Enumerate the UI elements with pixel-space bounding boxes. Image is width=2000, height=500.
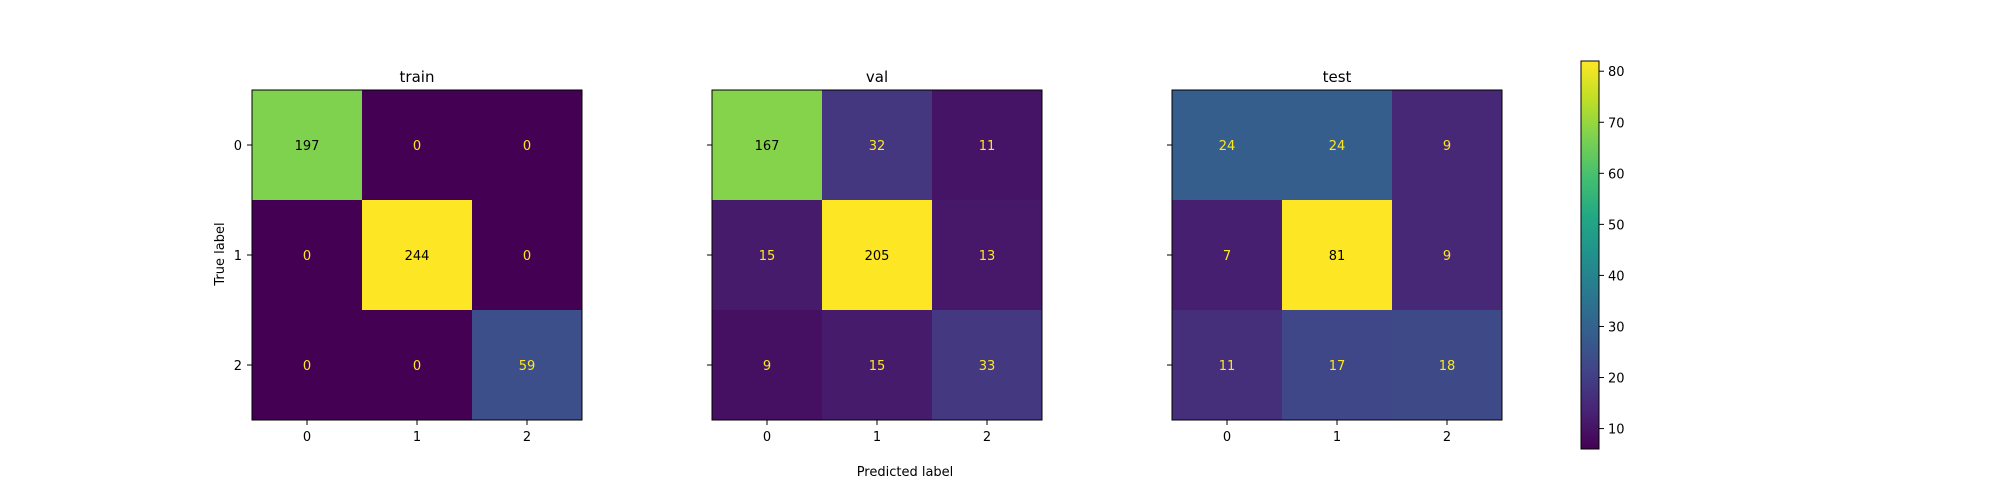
- cell-value-label: 0: [413, 139, 421, 154]
- matrix-cell: [1172, 310, 1282, 420]
- panel-title: test: [1323, 68, 1352, 86]
- colorbar-tick-label: 50: [1608, 218, 1625, 233]
- colorbar-tick-label: 70: [1608, 116, 1625, 131]
- panel-train: train 197 0 0 0 244 0 0 0 59 0 1 2 0 1 2: [234, 68, 583, 445]
- cell-value-label: 0: [303, 359, 311, 374]
- matrix-cell: [1392, 90, 1502, 200]
- matrix-cell: [472, 200, 582, 310]
- colorbar-tick-label: 10: [1608, 423, 1625, 438]
- matrix-cell: [362, 90, 472, 200]
- matrix-cell: [712, 90, 822, 200]
- cell-value-label: 15: [759, 249, 776, 264]
- cell-value-label: 9: [763, 359, 771, 374]
- cell-value-label: 0: [303, 249, 311, 264]
- colorbar-tick-label: 40: [1608, 269, 1625, 284]
- cell-value-label: 0: [523, 139, 531, 154]
- matrix-cell: [472, 90, 582, 200]
- matrix-cell: [822, 200, 932, 310]
- cell-value-label: 9: [1443, 139, 1451, 154]
- matrix-cell: [252, 200, 362, 310]
- cell-value-label: 81: [1329, 249, 1346, 264]
- cell-value-label: 15: [869, 359, 886, 374]
- panel-test: test 24 24 9 7 81 9 11 17 18 0 1 2: [1167, 68, 1503, 445]
- cell-value-label: 59: [519, 359, 536, 374]
- panel-val: val 167 32 11 15 205 13 9 15 33 0 1 2: [707, 68, 1043, 445]
- x-tick-label: 1: [873, 430, 881, 445]
- y-axis-label: True label: [213, 222, 228, 286]
- matrix-cell: [932, 200, 1042, 310]
- x-tick-label: 1: [1333, 430, 1341, 445]
- cell-value-label: 24: [1219, 139, 1236, 154]
- x-axis-label: Predicted label: [857, 465, 954, 480]
- matrix-cell: [932, 90, 1042, 200]
- x-tick-label: 1: [413, 430, 421, 445]
- cell-value-label: 33: [979, 359, 996, 374]
- colorbar-tick-label: 60: [1608, 167, 1625, 182]
- colorbar-tick-label: 80: [1608, 65, 1625, 80]
- y-tick-label: 1: [234, 249, 242, 264]
- cell-value-label: 0: [523, 249, 531, 264]
- matrix-cell: [822, 310, 932, 420]
- matrix-cell: [712, 200, 822, 310]
- matrix-cell: [252, 90, 362, 200]
- matrix-cell: [822, 90, 932, 200]
- matrix-cell: [362, 310, 472, 420]
- cell-value-label: 0: [413, 359, 421, 374]
- matrix-cell: [1282, 90, 1392, 200]
- x-tick-label: 0: [303, 430, 311, 445]
- colorbar-tick-label: 20: [1608, 372, 1625, 387]
- cell-value-label: 9: [1443, 249, 1451, 264]
- x-tick-label: 0: [763, 430, 771, 445]
- cell-value-label: 7: [1223, 249, 1231, 264]
- matrix-cell: [1282, 310, 1392, 420]
- colorbar-frame: [1580, 60, 1600, 450]
- y-tick-label: 2: [234, 359, 242, 374]
- cell-value-label: 18: [1439, 359, 1456, 374]
- matrix-cell: [472, 310, 582, 420]
- cell-value-label: 244: [405, 249, 430, 264]
- cell-value-label: 11: [979, 139, 996, 154]
- cell-value-label: 197: [295, 139, 320, 154]
- matrix-cell: [1392, 310, 1502, 420]
- matrix-cell: [252, 310, 362, 420]
- y-tick-label: 0: [234, 139, 242, 154]
- panel-title: train: [400, 68, 435, 86]
- cell-value-label: 17: [1329, 359, 1346, 374]
- matrix-cell: [1282, 200, 1392, 310]
- colorbar-gradient: [1581, 61, 1599, 449]
- x-tick-label: 2: [1443, 430, 1451, 445]
- cell-value-label: 11: [1219, 359, 1236, 374]
- matrix-cell: [712, 310, 822, 420]
- cell-value-label: 205: [865, 249, 890, 264]
- matrix-cell: [1392, 200, 1502, 310]
- colorbar: 10 20 30 40 50 60 70 80: [1580, 60, 1625, 450]
- cell-value-label: 167: [755, 139, 780, 154]
- matrix-cell: [1172, 200, 1282, 310]
- cell-value-label: 24: [1329, 139, 1346, 154]
- x-tick-label: 2: [523, 430, 531, 445]
- panel-title: val: [866, 68, 888, 86]
- matrix-cell: [362, 200, 472, 310]
- cell-value-label: 13: [979, 249, 996, 264]
- colorbar-tick-label: 30: [1608, 320, 1625, 335]
- x-tick-label: 2: [983, 430, 991, 445]
- matrix-cell: [932, 310, 1042, 420]
- matrix-cell: [1172, 90, 1282, 200]
- cell-value-label: 32: [869, 139, 886, 154]
- x-tick-label: 0: [1223, 430, 1231, 445]
